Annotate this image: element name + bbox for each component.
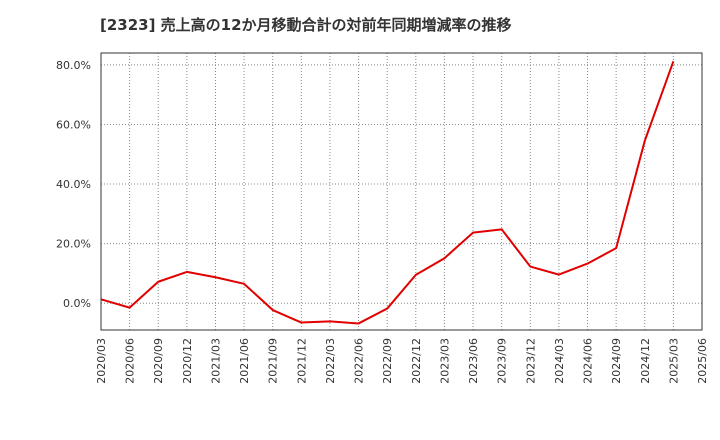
chart-title: [2323] 売上高の12か月移動合計の対前年同期増減率の推移 xyxy=(100,16,512,34)
y-tick-label: 60.0% xyxy=(56,118,91,131)
x-tick-label: 2025/06 xyxy=(696,338,709,384)
x-axis-ticks: 2020/03 2020/06 2020/09 2020/12 2021/03 2021/… xyxy=(95,338,709,384)
x-tick-label: 2021/06 xyxy=(238,338,251,384)
x-tick-label: 2025/03 xyxy=(667,338,680,384)
x-tick-label: 2022/09 xyxy=(381,338,394,384)
x-tick-label: 2023/12 xyxy=(524,338,537,384)
x-tick-label: 2021/09 xyxy=(267,338,280,384)
x-tick-label: 2024/12 xyxy=(639,338,652,384)
x-tick-label: 2020/12 xyxy=(181,338,194,384)
x-tick-label: 2021/03 xyxy=(209,338,222,384)
x-tick-label: 2020/06 xyxy=(124,338,137,384)
y-axis-ticks: 0.0% 20.0% 40.0% 60.0% 80.0% xyxy=(56,59,91,310)
x-tick-label: 2024/03 xyxy=(553,338,566,384)
x-tick-label: 2024/09 xyxy=(610,338,623,384)
x-tick-label: 2023/03 xyxy=(438,338,451,384)
x-tick-label: 2020/03 xyxy=(95,338,108,384)
x-tick-label: 2022/03 xyxy=(324,338,337,384)
x-tick-label: 2022/06 xyxy=(353,338,366,384)
y-tick-label: 80.0% xyxy=(56,59,91,72)
y-tick-label: 40.0% xyxy=(56,178,91,191)
x-tick-label: 2023/09 xyxy=(496,338,509,384)
y-tick-label: 20.0% xyxy=(56,238,91,251)
grid xyxy=(100,53,703,330)
x-tick-label: 2020/09 xyxy=(152,338,165,384)
x-tick-label: 2023/06 xyxy=(467,338,480,384)
plot-frame xyxy=(100,52,703,331)
y-tick-label: 0.0% xyxy=(63,297,91,310)
x-tick-label: 2021/12 xyxy=(295,338,308,384)
x-tick-label: 2022/12 xyxy=(410,338,423,384)
x-tick-label: 2024/06 xyxy=(582,338,595,384)
